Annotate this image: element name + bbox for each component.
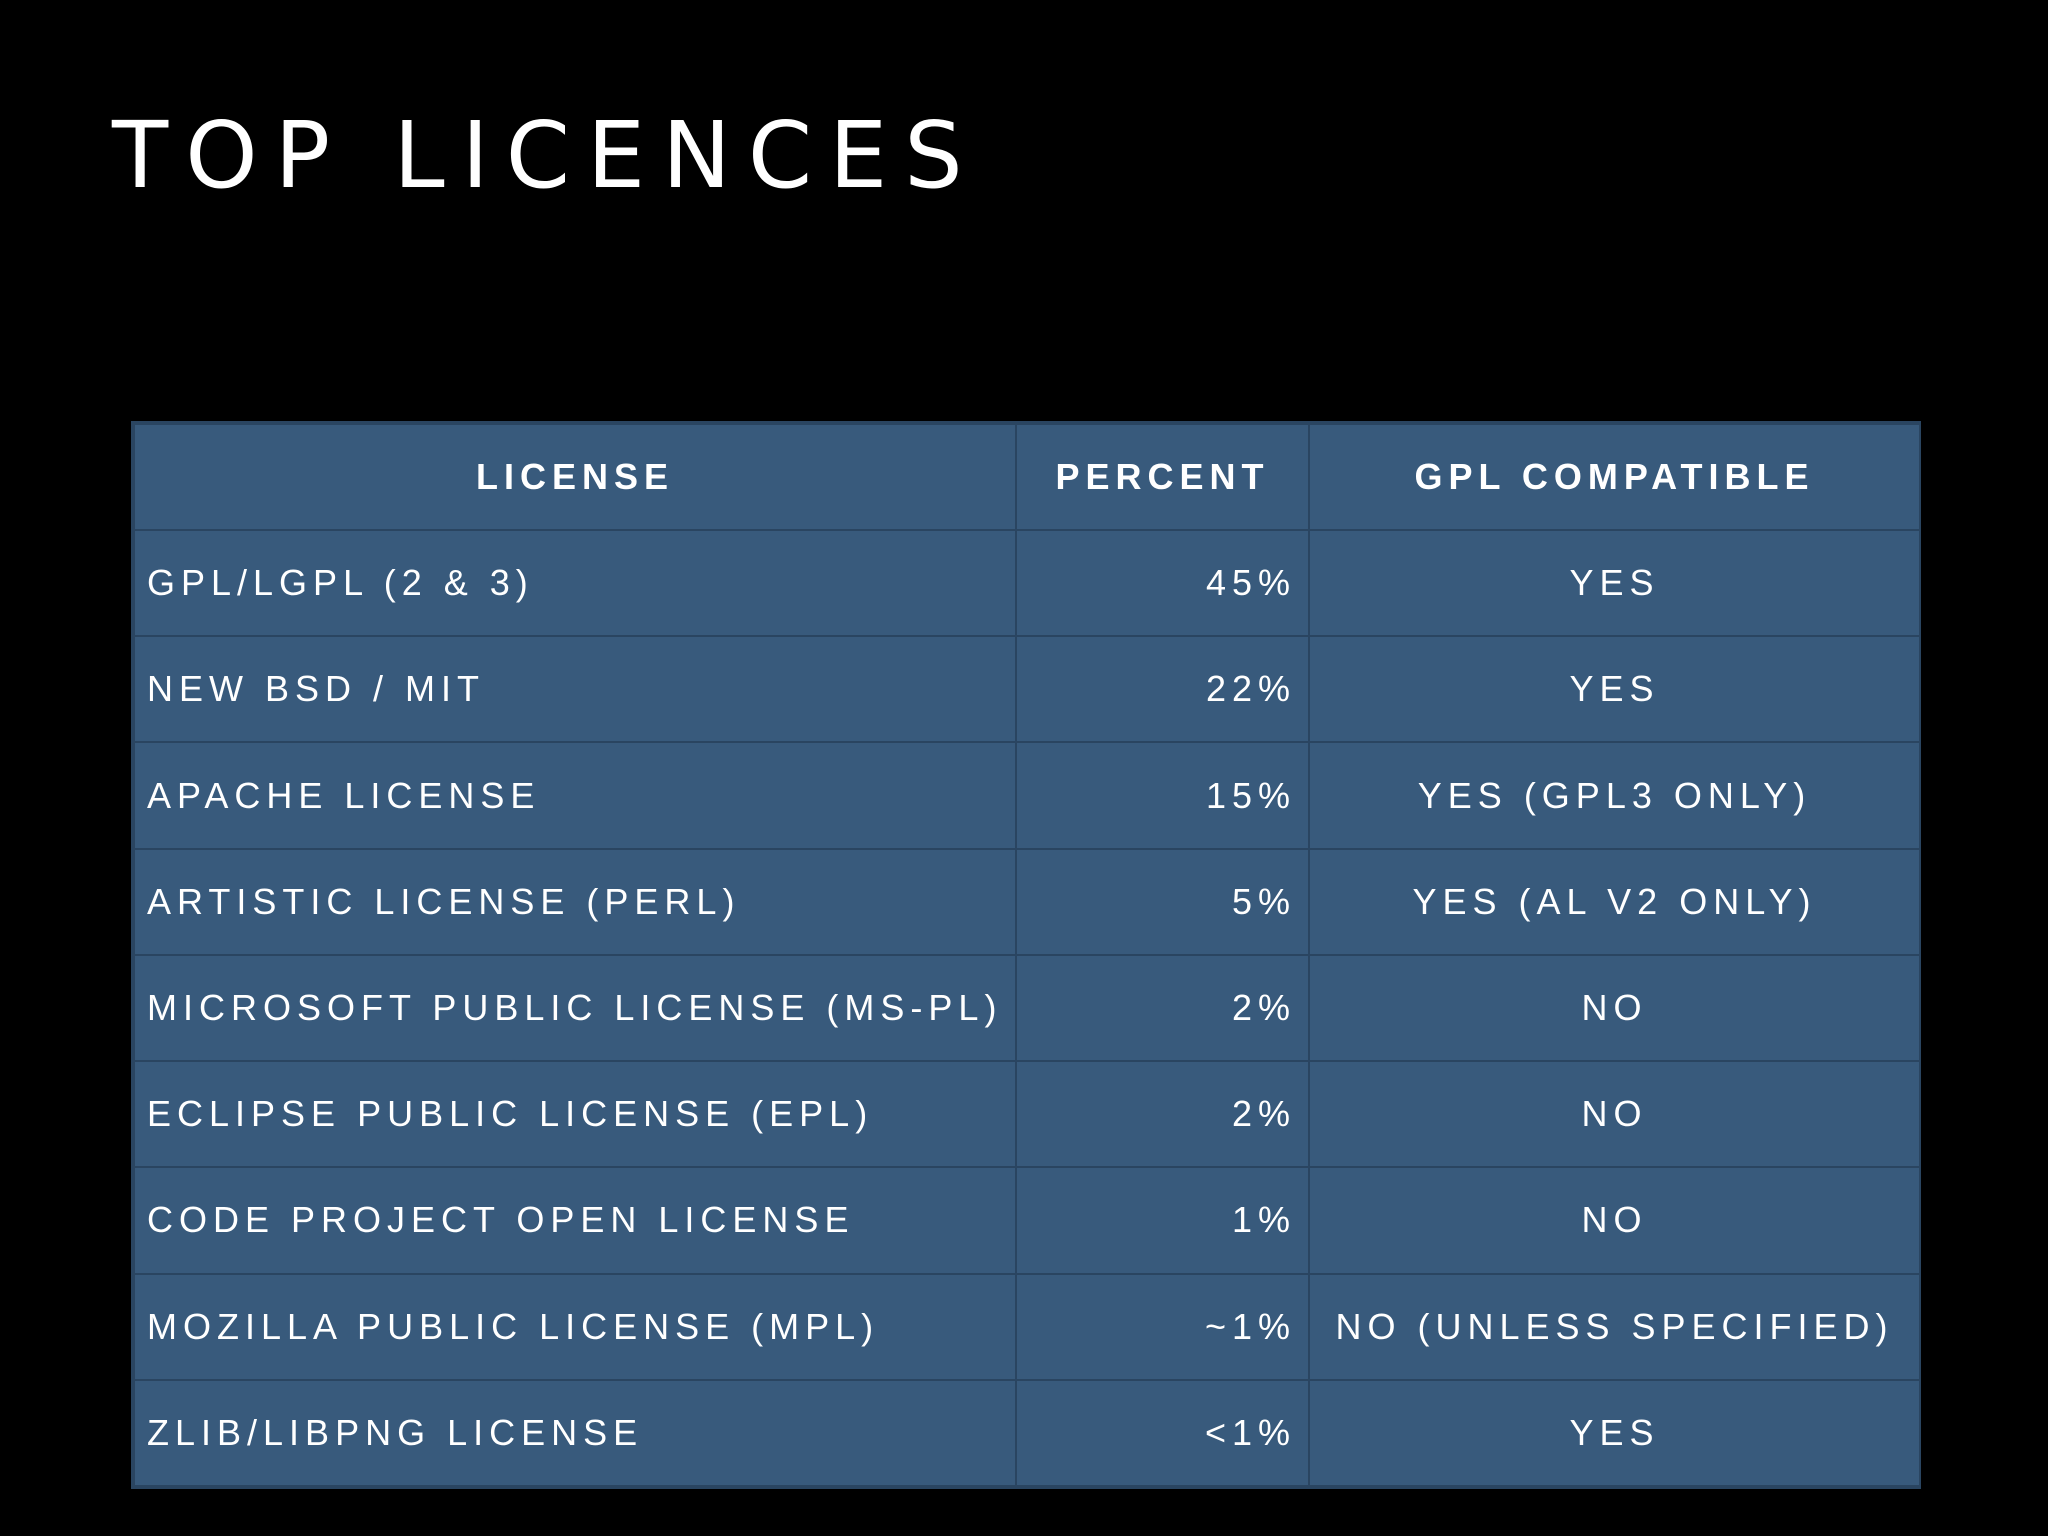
cell-percent: 2% [1015,953,1310,1063]
cell-gpl-compatible: NO [1308,1060,1921,1169]
cell-gpl-compatible: YES [1308,635,1921,744]
cell-license: GPL/LGPL (2 & 3) [133,528,1017,638]
table-header-row: LICENSE PERCENT GPL COMPATIBLE [133,423,1921,531]
slide-title: TOP LICENCES [112,102,980,209]
table-row: GPL/LGPL (2 & 3) 45% YES [133,528,1921,638]
header-gpl-compatible: GPL COMPATIBLE [1308,423,1921,531]
cell-gpl-compatible: NO [1308,953,1921,1063]
cell-license: ZLIB/LIBPNG LICENSE [133,1378,1017,1488]
table-row: MICROSOFT PUBLIC LICENSE (MS-PL) 2% NO [133,953,1921,1063]
cell-percent: 45% [1015,528,1310,638]
cell-gpl-compatible: YES (AL V2 ONLY) [1308,847,1921,956]
cell-percent: 2% [1015,1060,1310,1169]
cell-percent: ~1% [1015,1272,1310,1381]
cell-gpl-compatible: NO [1308,1166,1921,1275]
cell-gpl-compatible: YES (GPL3 ONLY) [1308,741,1921,850]
licenses-table-grid: LICENSE PERCENT GPL COMPATIBLE GPL/LGPL … [133,423,1921,1488]
table-row: CODE PROJECT OPEN LICENSE 1% NO [133,1166,1921,1275]
table-row: APACHE LICENSE 15% YES (GPL3 ONLY) [133,741,1921,850]
cell-license: APACHE LICENSE [133,741,1017,850]
header-percent: PERCENT [1015,423,1310,531]
cell-percent: 15% [1015,741,1310,850]
cell-license: MICROSOFT PUBLIC LICENSE (MS-PL) [133,953,1017,1063]
cell-license: ARTISTIC LICENSE (PERL) [133,847,1017,956]
table-row: ZLIB/LIBPNG LICENSE <1% YES [133,1378,1921,1488]
cell-gpl-compatible: YES [1308,1378,1921,1488]
table-row: ECLIPSE PUBLIC LICENSE (EPL) 2% NO [133,1060,1921,1169]
licenses-table: LICENSE PERCENT GPL COMPATIBLE GPL/LGPL … [131,421,1921,1489]
table-row: MOZILLA PUBLIC LICENSE (MPL) ~1% NO (UNL… [133,1272,1921,1381]
table-row: NEW BSD / MIT 22% YES [133,635,1921,744]
header-license: LICENSE [133,423,1017,531]
cell-percent: 1% [1015,1166,1310,1275]
cell-license: NEW BSD / MIT [133,635,1017,744]
cell-license: MOZILLA PUBLIC LICENSE (MPL) [133,1272,1017,1381]
cell-percent: 5% [1015,847,1310,956]
cell-gpl-compatible: YES [1308,528,1921,638]
cell-percent: <1% [1015,1378,1310,1488]
table-row: ARTISTIC LICENSE (PERL) 5% YES (AL V2 ON… [133,847,1921,956]
cell-license: ECLIPSE PUBLIC LICENSE (EPL) [133,1060,1017,1169]
cell-percent: 22% [1015,635,1310,744]
cell-license: CODE PROJECT OPEN LICENSE [133,1166,1017,1275]
cell-gpl-compatible: NO (UNLESS SPECIFIED) [1308,1272,1921,1381]
